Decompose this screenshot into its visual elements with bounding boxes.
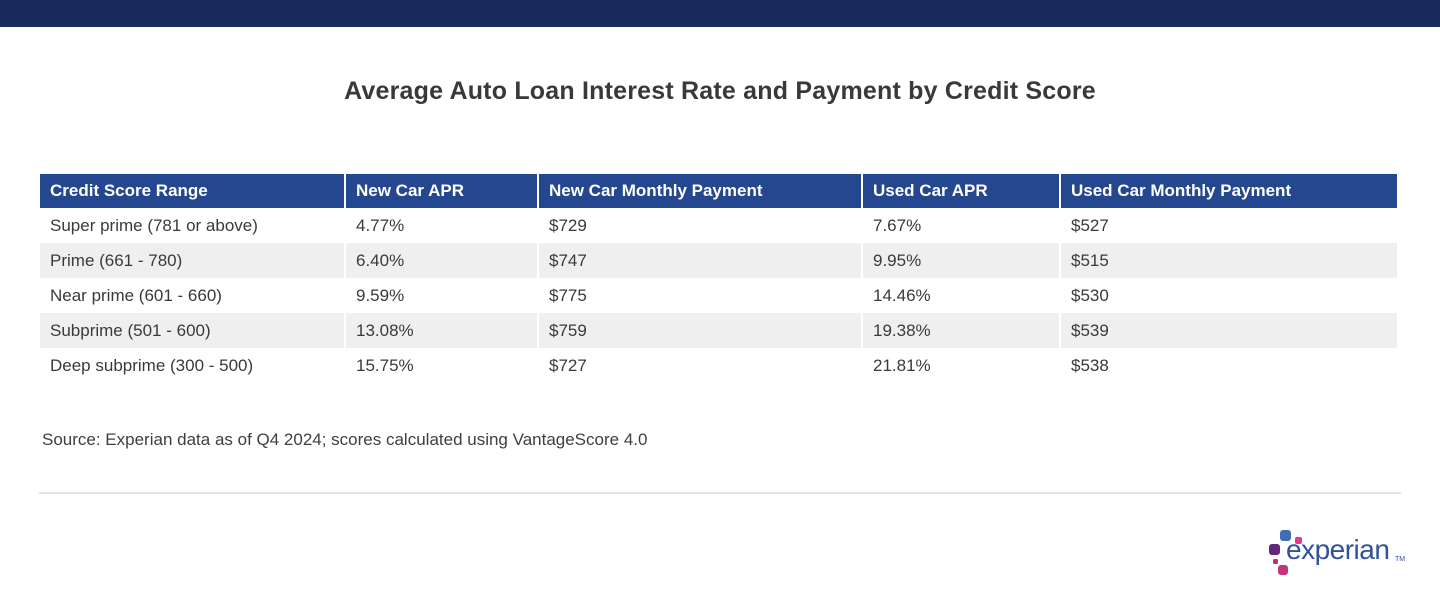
experian-logo-purple-square-icon xyxy=(1269,544,1280,555)
column-header-new-car-monthly-payment: New Car Monthly Payment xyxy=(537,174,862,208)
table-cell: $539 xyxy=(1059,313,1397,348)
table-cell: $747 xyxy=(537,243,862,278)
table-cell: 15.75% xyxy=(344,348,538,383)
divider xyxy=(39,492,1401,494)
experian-logo-magenta-dot-icon xyxy=(1273,559,1278,564)
table-cell: 19.38% xyxy=(861,313,1060,348)
table-cell: 6.40% xyxy=(344,243,538,278)
credit-score-table: Credit Score Range New Car APR New Car M… xyxy=(40,174,1397,383)
table-cell: $538 xyxy=(1059,348,1397,383)
table-row: Subprime (501 - 600) 13.08% $759 19.38% … xyxy=(40,313,1397,348)
table-cell: $527 xyxy=(1059,208,1397,243)
source-note: Source: Experian data as of Q4 2024; sco… xyxy=(42,430,648,449)
table-row: Prime (661 - 780) 6.40% $747 9.95% $515 xyxy=(40,243,1397,278)
table-cell: $759 xyxy=(537,313,862,348)
table-header-row: Credit Score Range New Car APR New Car M… xyxy=(40,174,1397,208)
table-row: Super prime (781 or above) 4.77% $729 7.… xyxy=(40,208,1397,243)
column-header-new-car-apr: New Car APR xyxy=(344,174,538,208)
experian-logo-blue-square-icon xyxy=(1280,530,1291,541)
trademark-symbol: TM xyxy=(1395,556,1406,563)
table-cell: Near prime (601 - 660) xyxy=(50,286,222,305)
table-cell: 9.95% xyxy=(861,243,1060,278)
table-cell: $729 xyxy=(537,208,862,243)
table-cell: $775 xyxy=(537,278,862,313)
experian-logo: experian TM xyxy=(1262,528,1406,576)
table-cell: Super prime (781 or above) xyxy=(50,216,258,235)
experian-wordmark: experian xyxy=(1286,534,1390,565)
table-cell: $727 xyxy=(537,348,862,383)
table-row: Deep subprime (300 - 500) 15.75% $727 21… xyxy=(40,348,1397,383)
page-title: Average Auto Loan Interest Rate and Paym… xyxy=(344,77,1096,105)
experian-logo-magenta-square-icon xyxy=(1278,565,1288,575)
table-cell: Deep subprime (300 - 500) xyxy=(50,356,254,375)
table-cell: Subprime (501 - 600) xyxy=(50,321,211,340)
column-header-used-car-monthly-payment: Used Car Monthly Payment xyxy=(1059,174,1397,208)
column-header-credit-score-range: Credit Score Range xyxy=(40,174,345,208)
experian-logo-pink-square-icon xyxy=(1295,537,1302,544)
table-row: Near prime (601 - 660) 9.59% $775 14.46%… xyxy=(40,278,1397,313)
table-cell: 4.77% xyxy=(344,208,538,243)
table-cell: 21.81% xyxy=(861,348,1060,383)
table-cell: 9.59% xyxy=(344,278,538,313)
table-cell: 14.46% xyxy=(861,278,1060,313)
table-cell: 13.08% xyxy=(344,313,538,348)
top-brand-bar xyxy=(0,0,1440,27)
column-header-used-car-apr: Used Car APR xyxy=(861,174,1060,208)
table-cell: Prime (661 - 780) xyxy=(50,251,183,270)
table-cell: $515 xyxy=(1059,243,1397,278)
table-cell: 7.67% xyxy=(861,208,1060,243)
table-cell: $530 xyxy=(1059,278,1397,313)
